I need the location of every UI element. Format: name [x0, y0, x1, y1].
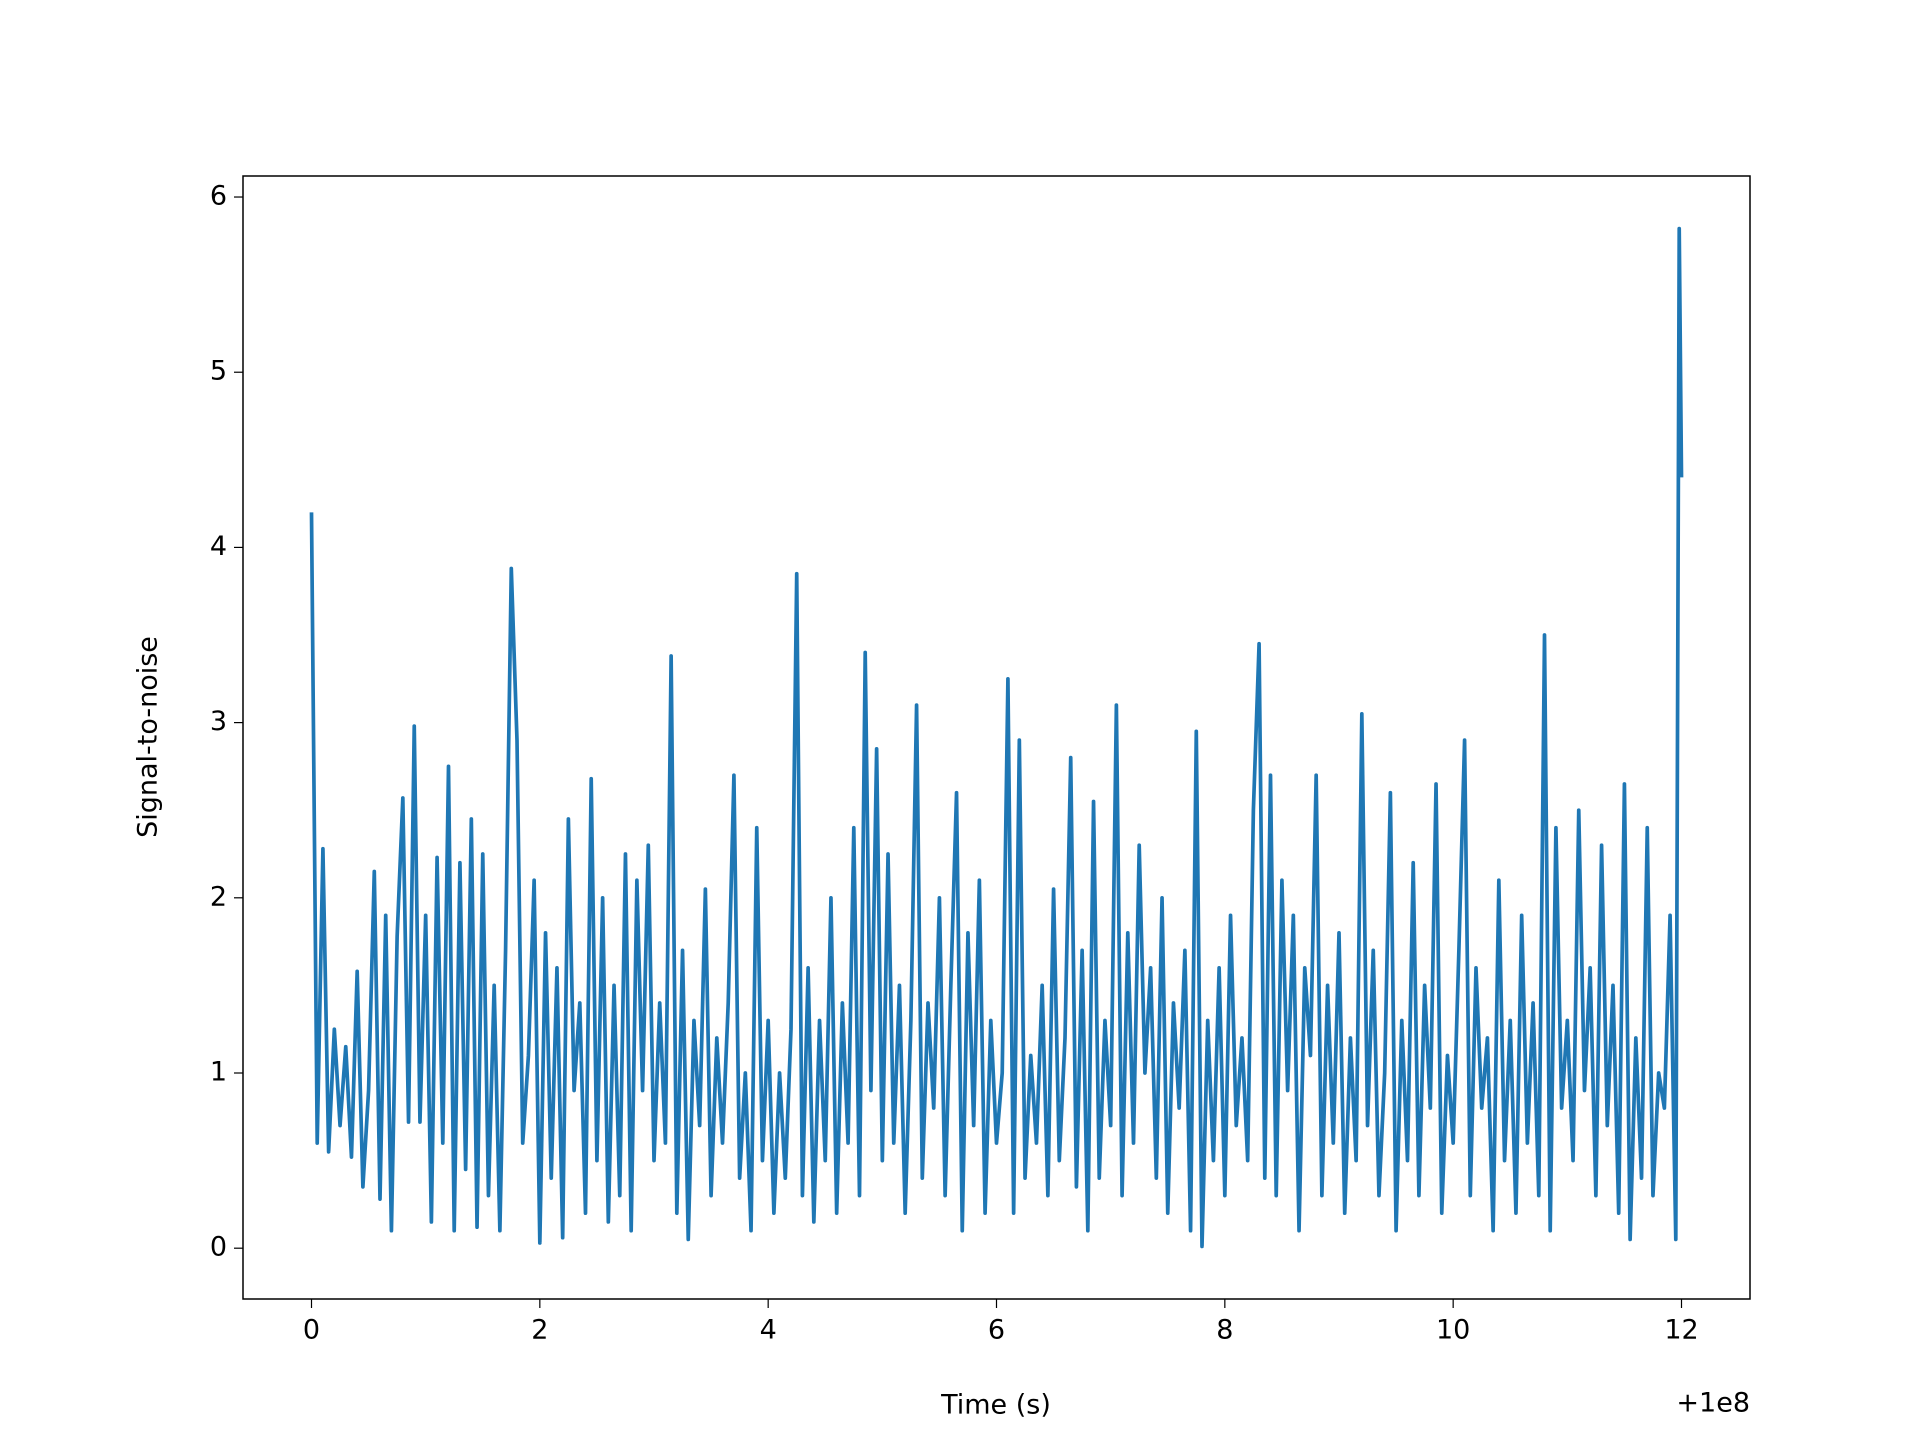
- y-tick-label: 3: [210, 706, 227, 737]
- x-tick-label: 10: [1436, 1315, 1470, 1346]
- y-tick-label: 1: [210, 1056, 227, 1087]
- y-tick-label: 6: [210, 181, 227, 212]
- y-axis-label: Signal-to-noise: [133, 636, 164, 838]
- plot-frame: [242, 175, 1751, 1300]
- x-axis-label: Time (s): [940, 1390, 1051, 1421]
- x-tick-label: 4: [760, 1315, 777, 1346]
- x-tick-label: 12: [1664, 1315, 1698, 1346]
- signal-line: [309, 226, 1684, 1249]
- x-tick-label: 2: [531, 1315, 548, 1346]
- y-tick-label: 5: [210, 356, 227, 387]
- y-tick-label: 4: [210, 531, 227, 562]
- y-tick-label: 0: [210, 1232, 227, 1263]
- x-tick-label: 0: [303, 1315, 320, 1346]
- y-tick-label: 2: [210, 881, 227, 912]
- x-tick-label: 6: [988, 1315, 1005, 1346]
- x-tick-label: 8: [1216, 1315, 1233, 1346]
- x-offset-label: +1e8: [1676, 1388, 1750, 1419]
